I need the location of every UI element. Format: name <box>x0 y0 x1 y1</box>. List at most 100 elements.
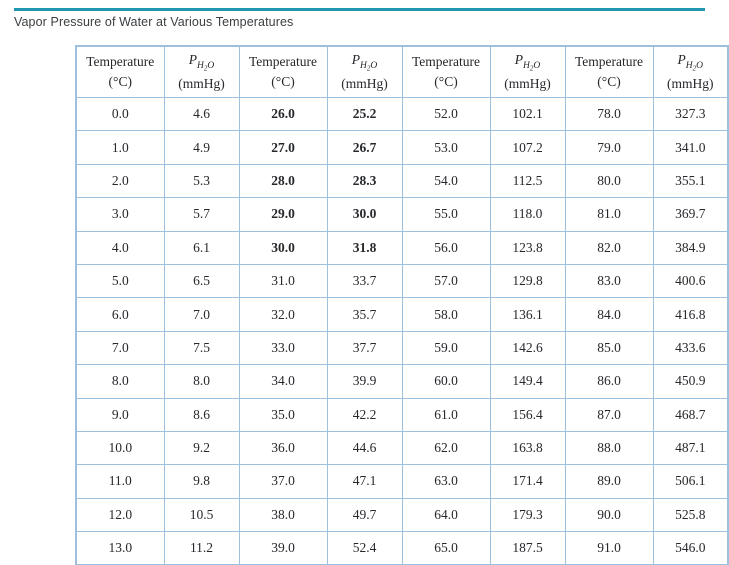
temperature-cell: 5.0 <box>75 263 165 299</box>
pressure-cell: 9.8 <box>163 464 240 499</box>
header-temperature-2: Temperature (°C) <box>238 45 328 98</box>
header-pressure-unit: (mmHg) <box>341 76 388 92</box>
temperature-cell: 62.0 <box>401 430 491 466</box>
header-temperature-unit: (°C) <box>271 74 295 89</box>
temperature-cell: 31.0 <box>238 263 328 299</box>
header-temperature-unit: (°C) <box>597 74 621 89</box>
temperature-cell: 55.0 <box>401 197 491 232</box>
temperature-cell: 11.0 <box>75 464 165 499</box>
header-temperature-unit: (°C) <box>108 74 132 89</box>
table-row: 3.0 5.7 29.0 30.0 55.0 118.0 81.0 369.7 <box>75 197 729 232</box>
pressure-cell: 487.1 <box>652 430 729 466</box>
temperature-cell: 90.0 <box>564 497 654 533</box>
pressure-cell: 9.2 <box>163 430 240 466</box>
temperature-cell: 38.0 <box>238 497 328 533</box>
pressure-cell: 400.6 <box>652 263 729 299</box>
temperature-cell: 52.0 <box>401 96 491 132</box>
header-pressure-label: PH2O <box>351 52 378 73</box>
temperature-cell: 63.0 <box>401 464 491 499</box>
header-temperature-label: Temperature <box>248 54 317 70</box>
header-pressure-label: PH2O <box>188 52 215 73</box>
header-temperature-label: Temperature <box>86 54 155 70</box>
pressure-cell: 355.1 <box>652 163 729 199</box>
table-row: 13.0 11.2 39.0 52.4 65.0 187.5 91.0 546.0 <box>75 531 729 565</box>
pressure-cell: 506.1 <box>652 464 729 499</box>
header-pressure-label: PH2O <box>677 52 704 73</box>
table-row: 4.0 6.1 30.0 31.8 56.0 123.8 82.0 384.9 <box>75 230 729 265</box>
temperature-cell: 30.0 <box>238 230 328 265</box>
pressure-cell: 118.0 <box>489 197 566 232</box>
pressure-cell: 179.3 <box>489 497 566 533</box>
table-row: 7.0 7.5 33.0 37.7 59.0 142.6 85.0 433.6 <box>75 330 729 366</box>
temperature-cell: 26.0 <box>238 96 328 132</box>
temperature-cell: 61.0 <box>401 397 491 432</box>
table-header-row: Temperature (°C) PH2O (mmHg) Temperature… <box>75 45 729 98</box>
pressure-cell: 11.2 <box>163 531 240 565</box>
temperature-cell: 64.0 <box>401 497 491 533</box>
pressure-cell: 44.6 <box>326 430 403 466</box>
header-pressure-1: PH2O (mmHg) <box>163 45 240 98</box>
temperature-cell: 6.0 <box>75 297 165 332</box>
temperature-cell: 39.0 <box>238 531 328 565</box>
header-temperature-4: Temperature (°C) <box>564 45 654 98</box>
table-row: 1.0 4.9 27.0 26.7 53.0 107.2 79.0 341.0 <box>75 130 729 165</box>
temperature-cell: 81.0 <box>564 197 654 232</box>
pressure-cell: 123.8 <box>489 230 566 265</box>
pressure-cell: 187.5 <box>489 531 566 565</box>
pressure-cell: 31.8 <box>326 230 403 265</box>
pressure-cell: 35.7 <box>326 297 403 332</box>
table-row: 5.0 6.5 31.0 33.7 57.0 129.8 83.0 400.6 <box>75 263 729 299</box>
temperature-cell: 84.0 <box>564 297 654 332</box>
top-accent-bar <box>14 8 705 11</box>
temperature-cell: 87.0 <box>564 397 654 432</box>
temperature-cell: 58.0 <box>401 297 491 332</box>
temperature-cell: 53.0 <box>401 130 491 165</box>
table-row: 8.0 8.0 34.0 39.9 60.0 149.4 86.0 450.9 <box>75 364 729 399</box>
pressure-cell: 8.6 <box>163 397 240 432</box>
page-title: Vapor Pressure of Water at Various Tempe… <box>14 15 294 29</box>
pressure-cell: 416.8 <box>652 297 729 332</box>
temperature-cell: 32.0 <box>238 297 328 332</box>
temperature-cell: 35.0 <box>238 397 328 432</box>
pressure-cell: 4.6 <box>163 96 240 132</box>
header-pressure-3: PH2O (mmHg) <box>489 45 566 98</box>
pressure-cell: 384.9 <box>652 230 729 265</box>
temperature-cell: 3.0 <box>75 197 165 232</box>
pressure-cell: 102.1 <box>489 96 566 132</box>
temperature-cell: 2.0 <box>75 163 165 199</box>
pressure-cell: 369.7 <box>652 197 729 232</box>
temperature-cell: 80.0 <box>564 163 654 199</box>
pressure-cell: 30.0 <box>326 197 403 232</box>
header-temperature-3: Temperature (°C) <box>401 45 491 98</box>
temperature-cell: 12.0 <box>75 497 165 533</box>
table-body: 0.0 4.6 26.0 25.2 52.0 102.1 78.0 327.3 1.0 4.9 27… <box>75 96 729 565</box>
pressure-cell: 39.9 <box>326 364 403 399</box>
header-pressure-2: PH2O (mmHg) <box>326 45 403 98</box>
header-pressure-unit: (mmHg) <box>667 76 714 92</box>
temperature-cell: 78.0 <box>564 96 654 132</box>
temperature-cell: 33.0 <box>238 330 328 366</box>
pressure-cell: 7.5 <box>163 330 240 366</box>
temperature-cell: 34.0 <box>238 364 328 399</box>
temperature-cell: 29.0 <box>238 197 328 232</box>
header-pressure-unit: (mmHg) <box>178 76 225 92</box>
pressure-cell: 5.3 <box>163 163 240 199</box>
temperature-cell: 89.0 <box>564 464 654 499</box>
temperature-cell: 56.0 <box>401 230 491 265</box>
temperature-cell: 59.0 <box>401 330 491 366</box>
pressure-cell: 4.9 <box>163 130 240 165</box>
temperature-cell: 83.0 <box>564 263 654 299</box>
pressure-cell: 156.4 <box>489 397 566 432</box>
table-row: 6.0 7.0 32.0 35.7 58.0 136.1 84.0 416.8 <box>75 297 729 332</box>
table-row: 9.0 8.6 35.0 42.2 61.0 156.4 87.0 468.7 <box>75 397 729 432</box>
temperature-cell: 0.0 <box>75 96 165 132</box>
table-row: 0.0 4.6 26.0 25.2 52.0 102.1 78.0 327.3 <box>75 96 729 132</box>
temperature-cell: 37.0 <box>238 464 328 499</box>
temperature-cell: 86.0 <box>564 364 654 399</box>
pressure-cell: 112.5 <box>489 163 566 199</box>
temperature-cell: 57.0 <box>401 263 491 299</box>
table-row: 2.0 5.3 28.0 28.3 54.0 112.5 80.0 355.1 <box>75 163 729 199</box>
table-row: 10.0 9.2 36.0 44.6 62.0 163.8 88.0 487.1 <box>75 430 729 466</box>
header-temperature-unit: (°C) <box>434 74 458 89</box>
